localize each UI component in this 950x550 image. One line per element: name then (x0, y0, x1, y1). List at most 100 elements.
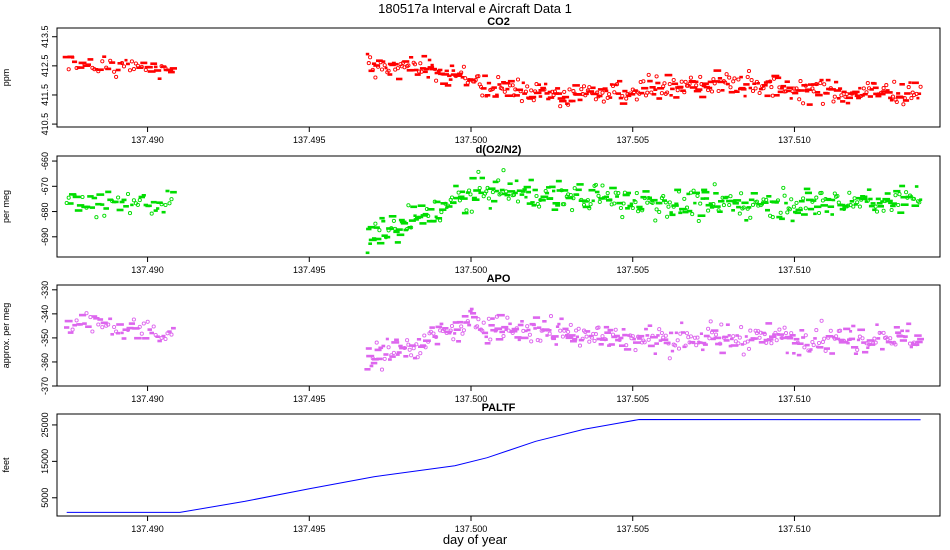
co2-data-point (590, 86, 596, 90)
co2-data-point (602, 87, 608, 90)
co2-data-point (505, 87, 510, 91)
co2-data-point (575, 93, 583, 96)
d-o2-n2-data-point (779, 217, 785, 221)
co2-data-point (801, 101, 806, 106)
apo-data-point (600, 334, 605, 339)
apo-data-point (637, 337, 642, 340)
apo-data-point (364, 368, 371, 371)
co2-data-point (94, 68, 99, 71)
d-o2-n2-data-point (530, 201, 535, 204)
apo-data-point (807, 350, 812, 353)
d-o2-n2-data-point (417, 204, 426, 207)
d-o2-n2-data-point (501, 168, 506, 173)
apo-data-point (670, 349, 675, 353)
d-o2-n2-data-point (461, 211, 469, 215)
apo-data-point (96, 322, 101, 327)
d-o2-n2-data-point (121, 198, 127, 202)
co2-data-point (105, 67, 112, 71)
co2-data-point (833, 89, 841, 92)
co2-data-point (653, 88, 658, 91)
panel-paltf: PALTF feet 137.490 137.495 137.500 137.505 137… (1, 402, 941, 534)
co2-data-point (665, 90, 670, 95)
d-o2-n2-y-axis-label: per meg (1, 190, 11, 223)
d-o2-n2-data-point (396, 233, 405, 237)
d-o2-n2-data-point (711, 201, 716, 207)
apo-data-point (797, 342, 804, 345)
d-o2-n2-data-point (669, 211, 673, 214)
apo-data-point (490, 317, 495, 320)
apo-data-point (520, 320, 524, 323)
apo-data-point (731, 334, 736, 339)
d-o2-n2-data-point (374, 237, 382, 241)
d-o2-n2-data-point (798, 206, 803, 211)
apo-data-point (396, 351, 402, 354)
d-o2-n2-data-point (488, 207, 492, 210)
co2-data-point (544, 92, 550, 95)
co2-data-point (504, 94, 513, 97)
co2-data-point (513, 94, 520, 97)
paltf-x-tick-label: 137.490 (131, 524, 164, 534)
apo-data-point (382, 356, 387, 361)
co2-data-point (865, 81, 870, 86)
apo-data-point (917, 337, 924, 341)
apo-data-point (820, 339, 825, 345)
apo-data-point (370, 361, 378, 365)
co2-data-point (402, 60, 410, 63)
co2-data-point (76, 66, 85, 69)
co2-data-point (617, 79, 623, 83)
d-o2-n2-data-point (775, 198, 781, 203)
co2-data-point (395, 66, 400, 71)
apo-data-point (459, 324, 464, 329)
d-o2-n2-data-point (814, 195, 819, 200)
d-o2-n2-data-point (696, 218, 701, 224)
apo-data-point (442, 327, 449, 330)
d-o2-n2-data-point (862, 195, 868, 199)
d-o2-n2-data-point (803, 206, 808, 211)
apo-data-point (642, 340, 647, 345)
apo-data-point (74, 318, 79, 323)
co2-data-point (673, 96, 680, 99)
d-o2-n2-data-point (674, 188, 682, 192)
apo-data-point (904, 335, 908, 338)
apo-data-point (866, 339, 875, 342)
apo-data-point (555, 325, 560, 328)
d-o2-n2-data-point (487, 187, 496, 190)
d-o2-n2-data-point (552, 202, 561, 205)
apo-data-point (161, 334, 166, 338)
apo-data-point (554, 343, 558, 346)
co2-x-tick-label: 137.490 (131, 135, 164, 145)
apo-data-point (632, 337, 636, 341)
co2-data-point (682, 90, 687, 95)
d-o2-n2-data-point (705, 203, 714, 207)
apo-data-point (598, 343, 604, 346)
apo-data-point (439, 322, 444, 326)
co2-data-point (879, 92, 886, 96)
d-o2-n2-data-point (105, 190, 112, 194)
co2-data-point (768, 79, 773, 84)
x-axis-label: day of year (443, 532, 508, 547)
apo-data-point (501, 334, 506, 339)
apo-data-point (888, 336, 893, 341)
d-o2-n2-data-point (831, 198, 836, 202)
d-o2-n2-data-point (156, 201, 163, 204)
d-o2-n2-data-point (123, 205, 129, 208)
apo-data-point (142, 337, 150, 340)
apo-data-point (777, 333, 784, 336)
d-o2-n2-data-point (739, 191, 744, 196)
d-o2-n2-data-point (80, 194, 85, 200)
apo-data-point (108, 317, 113, 321)
d-o2-n2-y-tick-label: -660 (40, 152, 50, 170)
d-o2-n2-data-point (657, 209, 662, 215)
apo-data-point (719, 351, 726, 355)
apo-data-point (585, 330, 591, 333)
apo-data-point (619, 344, 626, 347)
co2-data-point (726, 82, 730, 86)
d-o2-n2-data-point (555, 179, 562, 183)
d-o2-n2-data-point (469, 209, 474, 214)
apo-data-point (562, 327, 569, 331)
d-o2-n2-data-point (116, 195, 121, 200)
d-o2-n2-data-point (721, 203, 726, 208)
co2-data-point (577, 98, 583, 102)
apo-data-point (394, 338, 399, 342)
